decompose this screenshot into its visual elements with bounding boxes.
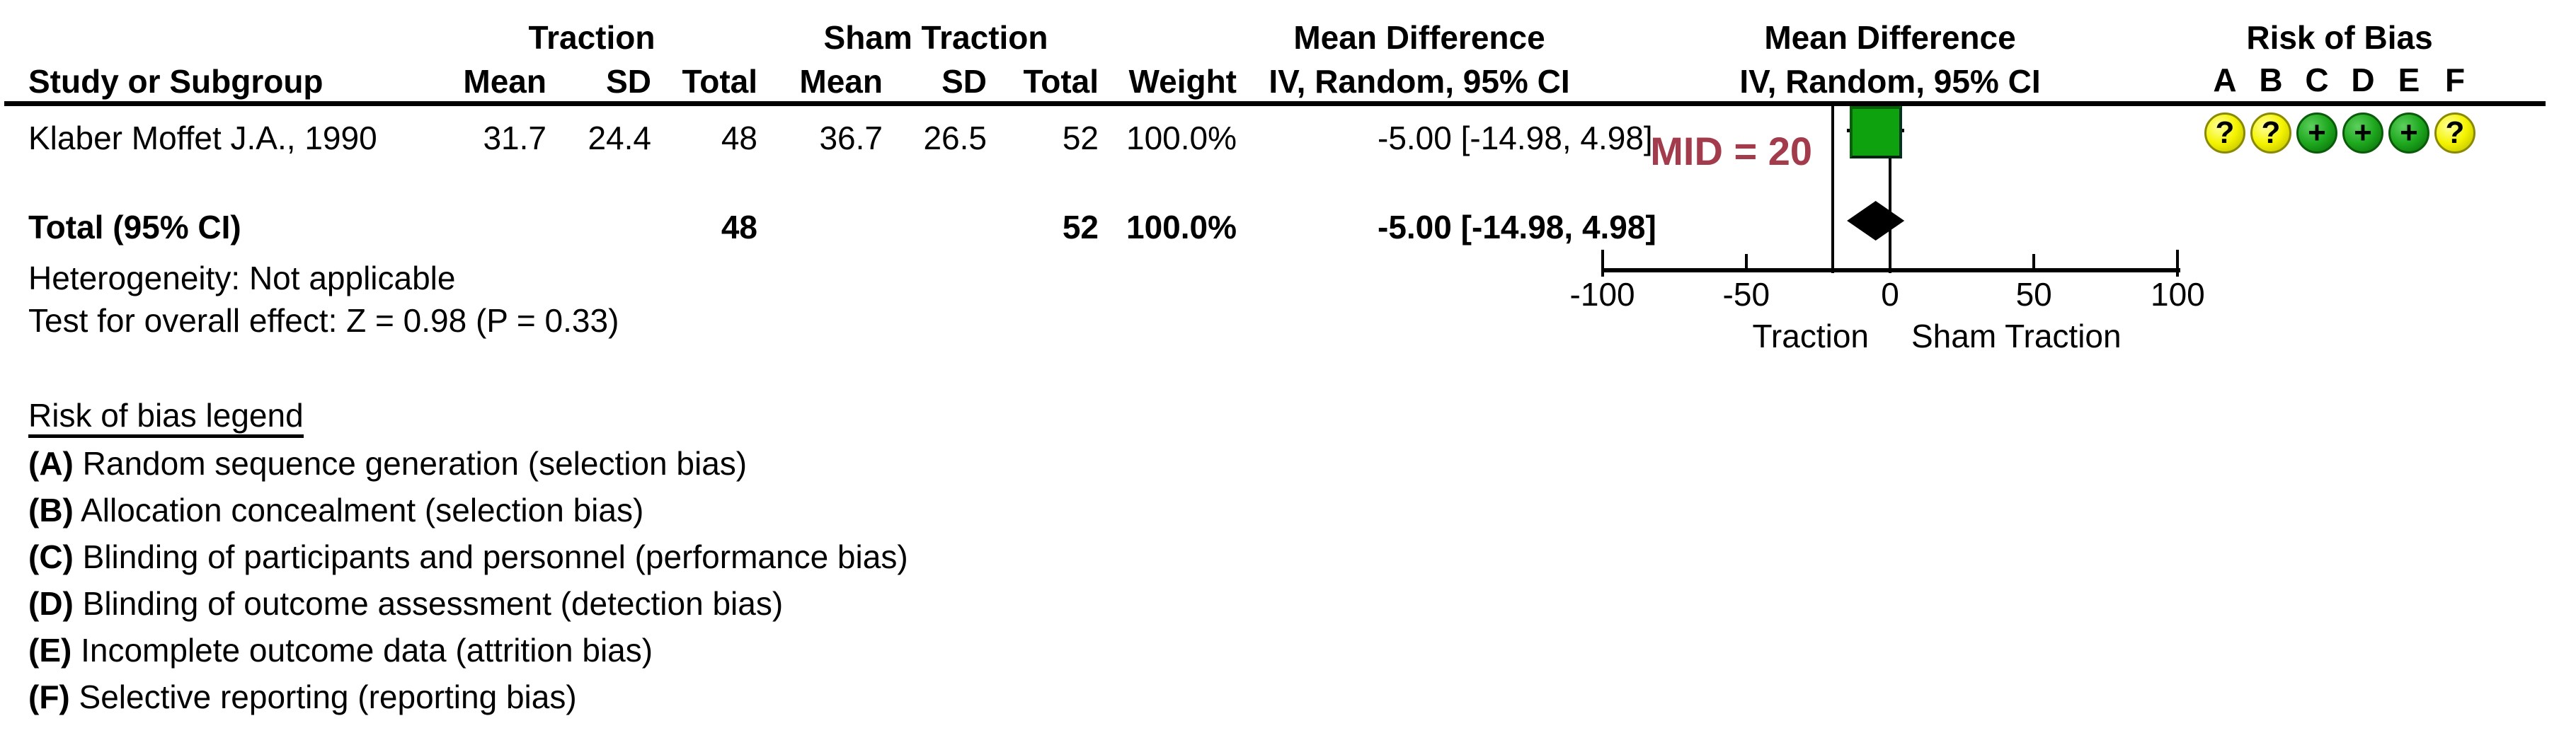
legend-item-text: Blinding of outcome assessment (detectio… bbox=[73, 585, 784, 622]
overall-effect-line: Test for overall effect: Z = 0.98 (P = 0… bbox=[28, 302, 619, 339]
axis-tick bbox=[1601, 250, 1604, 277]
total-n-sham: 52 bbox=[1062, 209, 1099, 246]
col-header-total-sham: Total bbox=[1023, 63, 1099, 100]
legend-item-text: Incomplete outcome data (attrition bias) bbox=[71, 632, 653, 669]
col-header-sd-sham: SD bbox=[941, 63, 987, 100]
legend-item-E: (E) Incomplete outcome data (attrition b… bbox=[28, 634, 653, 666]
axis-tick-label: -50 bbox=[1722, 276, 1770, 313]
total-ci-text: -5.00 [-14.98, 4.98] bbox=[1378, 209, 1656, 246]
rob-low-icon: + bbox=[2342, 112, 2383, 154]
rob-column-letter-B: B bbox=[2259, 62, 2283, 98]
axis-tick-label: 50 bbox=[2015, 276, 2052, 313]
total-label: Total (95% CI) bbox=[28, 209, 241, 246]
mid-threshold-line bbox=[1831, 103, 1834, 273]
legend-item-text: Selective reporting (reporting bias) bbox=[69, 678, 577, 715]
legend-item-A: (A) Random sequence generation (selectio… bbox=[28, 447, 747, 480]
col-header-ci: IV, Random, 95% CI bbox=[1269, 63, 1570, 100]
legend-item-key: (E) bbox=[28, 632, 72, 669]
group-header-traction: Traction bbox=[528, 19, 656, 56]
study-sd-sham: 26.5 bbox=[923, 120, 987, 156]
rob-unclear-icon: ? bbox=[2204, 112, 2245, 154]
study-weight: 100.0% bbox=[1126, 120, 1237, 156]
axis-tick bbox=[2176, 250, 2180, 277]
legend-item-F: (F) Selective reporting (reporting bias) bbox=[28, 681, 577, 713]
col-header-total-traction: Total bbox=[682, 63, 757, 100]
mid-annotation: MID = 20 bbox=[1650, 129, 1812, 173]
total-effect-diamond bbox=[1847, 201, 1905, 241]
study-sd-traction: 24.4 bbox=[588, 120, 651, 156]
rob-low-icon: + bbox=[2296, 112, 2337, 154]
total-n-traction: 48 bbox=[721, 209, 757, 246]
column-group-mean-difference: Mean Difference bbox=[1293, 19, 1545, 56]
rob-column-letter-E: E bbox=[2398, 62, 2420, 98]
axis-tick-label: 0 bbox=[1881, 276, 1899, 313]
rob-low-icon: + bbox=[2388, 112, 2429, 154]
col-header-sd-traction: SD bbox=[606, 63, 651, 100]
heterogeneity-line: Heterogeneity: Not applicable bbox=[28, 260, 456, 296]
legend-item-key: (B) bbox=[28, 492, 74, 529]
axis-tick bbox=[1744, 254, 1748, 271]
axis-label-right: Sham Traction bbox=[1911, 318, 2122, 354]
axis-tick-label: 100 bbox=[2151, 276, 2205, 313]
risk-of-bias-header: Risk of Bias bbox=[2246, 19, 2433, 56]
legend-item-key: (D) bbox=[28, 585, 74, 622]
header-rule bbox=[4, 101, 2546, 106]
rob-unclear-icon: ? bbox=[2434, 112, 2475, 154]
legend-item-key: (A) bbox=[28, 445, 74, 482]
legend-item-key: (F) bbox=[28, 678, 70, 715]
col-header-study: Study or Subgroup bbox=[28, 63, 324, 100]
plot-title-line1: Mean Difference bbox=[1764, 19, 2016, 56]
rob-unclear-icon: ? bbox=[2250, 112, 2291, 154]
axis-tick bbox=[2032, 254, 2036, 271]
axis-label-left: Traction bbox=[1752, 318, 1869, 354]
legend-item-text: Random sequence generation (selection bi… bbox=[73, 445, 748, 482]
study-point-square bbox=[1849, 106, 1902, 158]
study-mean-sham: 36.7 bbox=[819, 120, 883, 156]
legend-item-C: (C) Blinding of participants and personn… bbox=[28, 541, 908, 573]
group-header-sham-traction: Sham Traction bbox=[823, 19, 1048, 56]
rob-column-letter-F: F bbox=[2444, 62, 2466, 98]
col-header-mean-sham: Mean bbox=[799, 63, 883, 100]
plot-title-line2: IV, Random, 95% CI bbox=[1739, 63, 2041, 100]
col-header-mean-traction: Mean bbox=[463, 63, 546, 100]
legend-item-text: Blinding of participants and personnel (… bbox=[73, 538, 908, 575]
rob-column-letter-C: C bbox=[2305, 62, 2329, 98]
rob-column-letter-D: D bbox=[2351, 62, 2375, 98]
study-mean-traction: 31.7 bbox=[483, 120, 546, 156]
legend-item-D: (D) Blinding of outcome assessment (dete… bbox=[28, 587, 783, 620]
total-weight: 100.0% bbox=[1126, 209, 1237, 246]
study-total-traction: 48 bbox=[721, 120, 757, 156]
axis-tick bbox=[1889, 254, 1891, 271]
study-total-sham: 52 bbox=[1062, 120, 1099, 156]
zero-line bbox=[1889, 103, 1891, 273]
study-name: Klaber Moffet J.A., 1990 bbox=[28, 120, 377, 156]
rob-column-letter-A: A bbox=[2213, 62, 2237, 98]
axis-tick-label: -100 bbox=[1569, 276, 1635, 313]
legend-title: Risk of bias legend bbox=[28, 399, 304, 438]
legend-item-text: Allocation concealment (selection bias) bbox=[73, 492, 644, 529]
col-header-weight: Weight bbox=[1128, 63, 1237, 100]
legend-item-key: (C) bbox=[28, 538, 74, 575]
legend-item-B: (B) Allocation concealment (selection bi… bbox=[28, 494, 643, 526]
